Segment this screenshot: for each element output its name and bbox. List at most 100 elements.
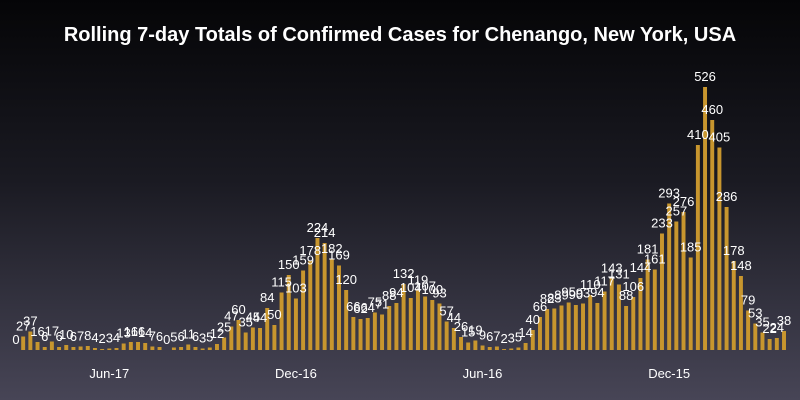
bar [782, 331, 786, 350]
bar [21, 336, 26, 350]
bar [573, 305, 578, 350]
bar [602, 291, 607, 350]
data-label: 161 [644, 252, 666, 267]
bar [724, 207, 729, 350]
data-label: 82 [540, 291, 554, 306]
bar [552, 308, 557, 350]
bar [423, 296, 428, 350]
data-label: 35 [755, 315, 769, 330]
bar [494, 346, 499, 350]
bar [688, 257, 693, 350]
bar [466, 342, 471, 350]
data-label: 53 [748, 306, 762, 321]
x-tick-label: Jun-16 [463, 366, 503, 381]
data-label: 79 [741, 293, 755, 308]
data-label: 37 [23, 314, 37, 329]
bar [71, 347, 76, 350]
bar [301, 270, 306, 350]
data-label: 6 [70, 329, 77, 344]
bar [487, 347, 492, 350]
bar [652, 269, 657, 350]
bar [767, 339, 772, 350]
bar [473, 340, 478, 350]
bar [114, 348, 119, 350]
data-label: 17 [45, 324, 59, 339]
data-label: 110 [580, 277, 601, 292]
bar [444, 321, 449, 350]
data-label: 233 [651, 216, 673, 231]
data-label: 0 [12, 332, 19, 347]
data-label: 169 [328, 248, 350, 263]
data-label: 75 [368, 295, 382, 310]
bar [459, 337, 463, 350]
data-label: 47 [224, 309, 238, 324]
bar [588, 295, 593, 350]
bar [128, 342, 133, 350]
data-label: 6 [156, 329, 163, 344]
data-label: 66 [346, 299, 360, 314]
bar [200, 348, 205, 350]
bar [243, 332, 248, 350]
data-label: 3 [106, 331, 113, 346]
data-label: 88 [382, 288, 396, 303]
bar [365, 318, 370, 350]
bar [660, 233, 664, 350]
chart-title: Rolling 7-day Totals of Confirmed Cases … [64, 24, 736, 46]
bar [329, 259, 334, 350]
data-label: 5 [206, 330, 213, 345]
data-label: 4 [91, 330, 98, 345]
bar [250, 327, 255, 350]
bar [186, 344, 191, 350]
data-label: 84 [260, 290, 274, 305]
bar [537, 317, 542, 350]
bar [107, 348, 112, 350]
bar [286, 275, 291, 350]
x-tick-label: Jun-17 [89, 366, 129, 381]
bar [530, 330, 535, 350]
data-label: 88 [619, 288, 633, 303]
bar [315, 238, 320, 350]
data-label: 178 [299, 243, 321, 258]
data-label: 3 [199, 331, 206, 346]
bar [408, 298, 413, 350]
data-label: 57 [439, 304, 453, 319]
data-label: 83 [547, 291, 561, 306]
bar [415, 290, 420, 350]
bar [337, 265, 341, 350]
bar [179, 347, 184, 350]
data-label: 16 [30, 324, 44, 339]
data-label: 10 [59, 327, 73, 342]
data-label: 60 [231, 302, 245, 317]
data-label: 185 [680, 240, 702, 255]
data-label: 131 [608, 267, 630, 282]
bar [229, 326, 234, 350]
data-label: 276 [673, 194, 695, 209]
data-label: 143 [601, 261, 623, 276]
data-label: 45 [246, 310, 260, 325]
data-label: 11 [182, 327, 196, 342]
data-label: 103 [285, 281, 307, 296]
bar [595, 303, 600, 350]
data-label: 5 [515, 330, 522, 345]
data-label: 7 [149, 329, 156, 344]
bar [380, 314, 385, 350]
data-label: 2 [500, 331, 507, 346]
data-label: 16 [124, 324, 138, 339]
bar [624, 306, 629, 350]
bar [372, 312, 377, 350]
data-label: 14 [518, 325, 532, 340]
data-label: 6 [192, 329, 199, 344]
data-label: 24 [770, 320, 784, 335]
data-label: 120 [335, 272, 357, 287]
bar [222, 337, 227, 350]
bar [207, 347, 212, 350]
data-label: 293 [658, 186, 680, 201]
bar [150, 346, 155, 350]
data-label: 93 [432, 286, 446, 301]
data-label: 6 [486, 329, 493, 344]
data-label: 3 [508, 331, 515, 346]
bar [64, 345, 69, 350]
data-label: 94 [389, 285, 403, 300]
